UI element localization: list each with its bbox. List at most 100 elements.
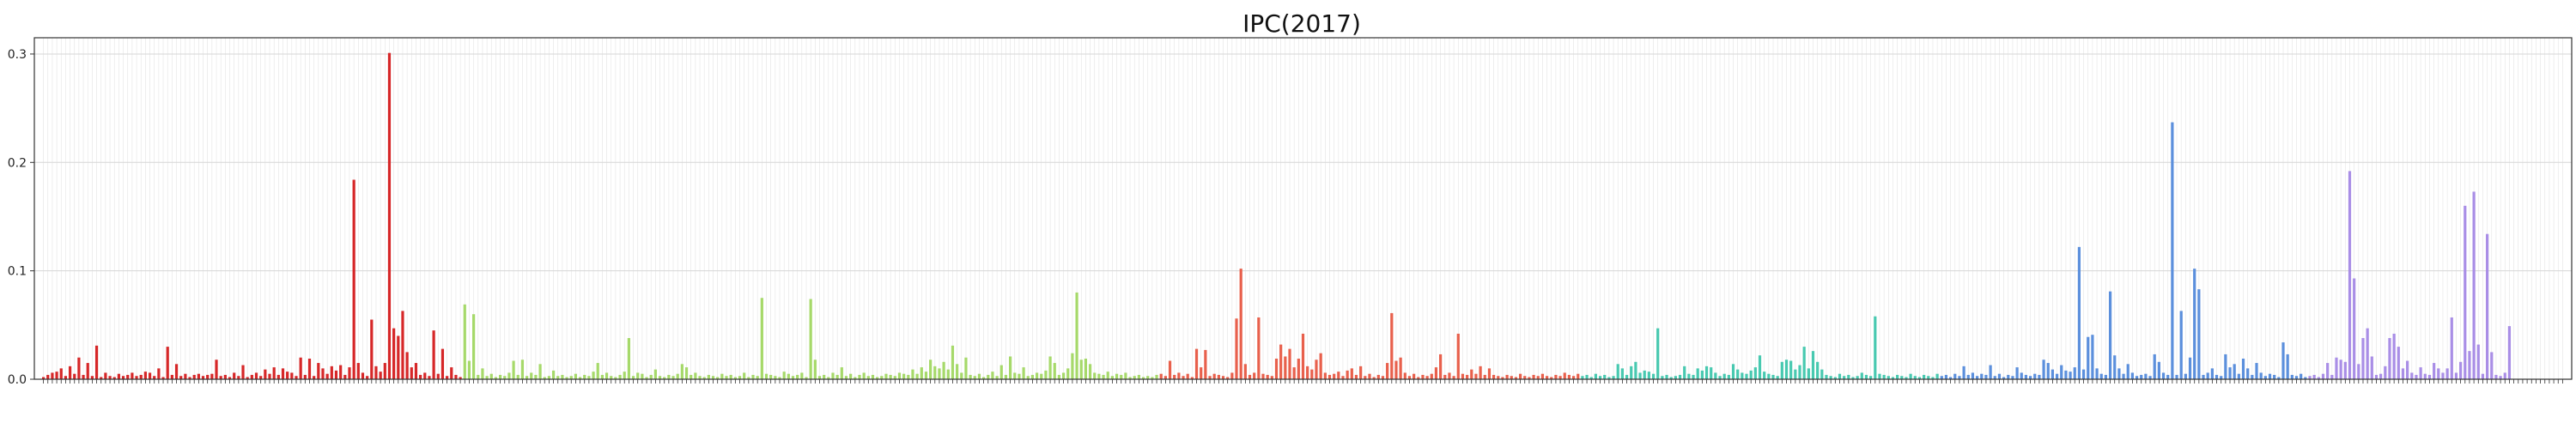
bar xyxy=(956,364,959,379)
bar xyxy=(2087,336,2090,379)
bar xyxy=(1346,370,1349,379)
bar xyxy=(556,376,560,379)
bar xyxy=(840,367,843,379)
bar xyxy=(1497,376,1500,379)
bar xyxy=(1466,374,1469,379)
bar xyxy=(778,377,781,379)
bar xyxy=(1966,374,1970,379)
bar xyxy=(1944,374,1948,379)
bar xyxy=(610,376,613,379)
bar xyxy=(623,372,626,379)
bar xyxy=(938,368,941,379)
bar xyxy=(1829,376,1832,379)
bar xyxy=(729,374,732,379)
bar xyxy=(317,363,320,379)
bar xyxy=(1124,372,1127,379)
bar xyxy=(1953,373,1957,379)
bar xyxy=(112,377,116,379)
bar xyxy=(2117,368,2121,379)
bar xyxy=(2202,374,2205,379)
bar xyxy=(1794,369,1797,379)
bar xyxy=(499,374,502,379)
bar xyxy=(2246,368,2250,379)
bar xyxy=(1700,370,1704,379)
bar xyxy=(1909,373,1912,379)
bar xyxy=(472,314,476,379)
bar xyxy=(450,367,453,379)
bar xyxy=(787,373,790,379)
bar xyxy=(2300,373,2303,379)
bar xyxy=(2406,360,2409,379)
bar xyxy=(1159,373,1163,379)
bar xyxy=(1811,351,1815,379)
bar xyxy=(2237,373,2240,379)
bar xyxy=(751,374,755,379)
bar xyxy=(1993,376,1996,379)
bar xyxy=(796,374,799,379)
bar xyxy=(614,377,617,379)
bar xyxy=(667,374,671,379)
bar xyxy=(2401,368,2405,379)
bar xyxy=(596,363,599,379)
bar xyxy=(2251,374,2254,379)
bar xyxy=(2210,368,2214,379)
bar xyxy=(1674,376,1677,379)
bar xyxy=(1354,374,1358,379)
bar xyxy=(813,360,817,379)
bar xyxy=(951,345,955,379)
bar xyxy=(902,373,906,379)
bar xyxy=(392,328,396,379)
bar xyxy=(1958,376,1961,379)
bar xyxy=(1430,373,1433,379)
bar xyxy=(219,376,222,379)
bar xyxy=(1714,372,1717,379)
bar xyxy=(1545,376,1549,379)
bar xyxy=(1598,376,1602,379)
bar xyxy=(2069,372,2072,379)
bar xyxy=(618,374,622,379)
bar xyxy=(964,357,968,379)
bar xyxy=(2379,373,2383,379)
bar xyxy=(477,374,480,379)
bar xyxy=(1327,374,1332,379)
y-tick-label: 0.1 xyxy=(8,265,27,279)
bar xyxy=(295,376,298,379)
bar xyxy=(2135,376,2139,379)
bar xyxy=(1284,356,1287,379)
bar xyxy=(2206,372,2209,379)
bar xyxy=(1292,367,1296,379)
bar xyxy=(1727,374,1730,379)
bar xyxy=(1120,374,1123,379)
bar xyxy=(1190,377,1194,379)
bar xyxy=(1439,353,1443,379)
bar xyxy=(2042,360,2045,379)
bar xyxy=(960,372,963,379)
bar xyxy=(1683,366,1686,379)
y-tick-label: 0.3 xyxy=(8,48,27,62)
bar xyxy=(1838,373,1842,379)
bar xyxy=(743,372,746,379)
bar xyxy=(2171,122,2174,380)
bar xyxy=(2268,373,2272,379)
bar xyxy=(1753,367,1757,379)
bar xyxy=(383,363,386,379)
bar xyxy=(2060,365,2063,379)
bar xyxy=(2144,373,2148,379)
bar xyxy=(823,374,826,379)
bar xyxy=(397,335,400,379)
bar xyxy=(1784,360,1789,379)
bar xyxy=(1528,377,1531,379)
bar xyxy=(1333,373,1336,379)
bar xyxy=(2410,372,2414,379)
bar xyxy=(649,374,653,379)
bar xyxy=(911,369,914,379)
bar xyxy=(1514,377,1518,379)
bar xyxy=(1940,376,1943,379)
bar xyxy=(1035,372,1039,379)
bar xyxy=(530,372,533,379)
bar xyxy=(1780,361,1783,379)
bar xyxy=(1864,374,1868,379)
bar xyxy=(1607,377,1611,379)
bar xyxy=(281,368,285,379)
bar xyxy=(307,358,312,379)
